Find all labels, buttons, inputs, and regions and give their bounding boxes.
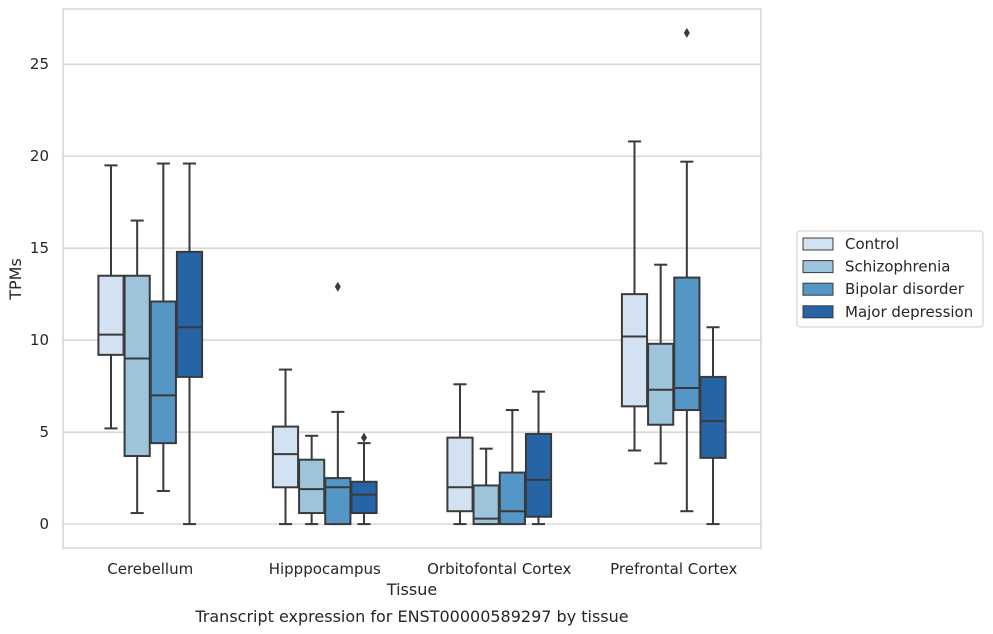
- box-control-3: [620, 140, 649, 452]
- legend-swatch: [802, 305, 834, 319]
- y-tick-labels: 0 5 10 15 20 25: [30, 55, 49, 533]
- box-iqr: [699, 375, 727, 459]
- box-schizophrenia-0: [123, 219, 151, 515]
- box-bipolar-disorder-0: [149, 162, 177, 492]
- box-iqr: [524, 432, 553, 518]
- y-tick-label: 0: [39, 515, 49, 533]
- box-schizophrenia-2: [472, 447, 500, 526]
- box-iqr: [498, 471, 526, 526]
- legend-items: Control Schizophrenia Bipolar disorder Majo…: [802, 235, 973, 321]
- y-tick-label: 20: [30, 147, 49, 165]
- x-axis-title: Tissue: [386, 580, 437, 599]
- x-tick-label: Cerebellum: [107, 560, 193, 578]
- outlier-marker: [683, 27, 690, 38]
- x-tick-label: Hipppocampus: [269, 560, 381, 578]
- outlier-marker: [361, 432, 368, 443]
- box-major-depression-1: [350, 432, 378, 526]
- y-tick-label: 25: [30, 55, 49, 73]
- box-control-1: [271, 368, 300, 526]
- box-iqr: [271, 425, 300, 489]
- box-iqr: [647, 342, 675, 426]
- box-iqr: [446, 436, 474, 513]
- legend-label: Bipolar disorder: [845, 280, 965, 298]
- plot-frame: [62, 8, 762, 549]
- legend-label: Major depression: [845, 303, 973, 321]
- legend-swatch: [802, 260, 834, 274]
- legend-label: Control: [845, 235, 899, 253]
- box-control-2: [446, 383, 474, 526]
- y-tick-label: 10: [30, 331, 49, 349]
- legend-swatch: [802, 237, 834, 251]
- grid-layer: [63, 63, 761, 525]
- box-iqr: [149, 300, 177, 445]
- box-iqr: [620, 293, 649, 408]
- x-tick-label: Orbitofontal Cortex: [427, 560, 571, 578]
- box-iqr: [123, 274, 151, 458]
- x-tick-label: Prefrontal Cortex: [610, 560, 737, 578]
- box-iqr: [298, 458, 326, 515]
- box-major-depression-0: [175, 162, 204, 526]
- boxes-layer: [97, 27, 727, 526]
- box-iqr: [350, 480, 378, 515]
- box-bipolar-disorder-3: [673, 27, 701, 513]
- box-schizophrenia-3: [647, 263, 675, 465]
- box-iqr: [175, 250, 204, 378]
- box-iqr: [324, 477, 352, 526]
- box-bipolar-disorder-1: [324, 281, 352, 526]
- legend-frame: [796, 230, 984, 328]
- box-control-0: [97, 164, 125, 430]
- box-iqr: [97, 274, 125, 356]
- legend: Control Schizophrenia Bipolar disorder Majo…: [796, 230, 984, 328]
- box-major-depression-3: [699, 326, 727, 526]
- box-bipolar-disorder-2: [498, 409, 526, 526]
- x-tick-labels: Cerebellum Hipppocampus Orbitofontal Corte…: [107, 560, 737, 578]
- box-major-depression-2: [524, 390, 553, 526]
- chart-caption: Transcript expression for ENST0000058929…: [194, 607, 628, 626]
- y-axis-title: TPMs: [6, 258, 25, 301]
- legend-label: Schizophrenia: [845, 258, 950, 276]
- y-tick-label: 15: [30, 239, 49, 257]
- box-schizophrenia-1: [298, 434, 326, 526]
- y-tick-label: 5: [39, 423, 49, 441]
- outlier-marker: [334, 281, 341, 292]
- box-iqr: [673, 276, 701, 412]
- legend-swatch: [802, 282, 834, 296]
